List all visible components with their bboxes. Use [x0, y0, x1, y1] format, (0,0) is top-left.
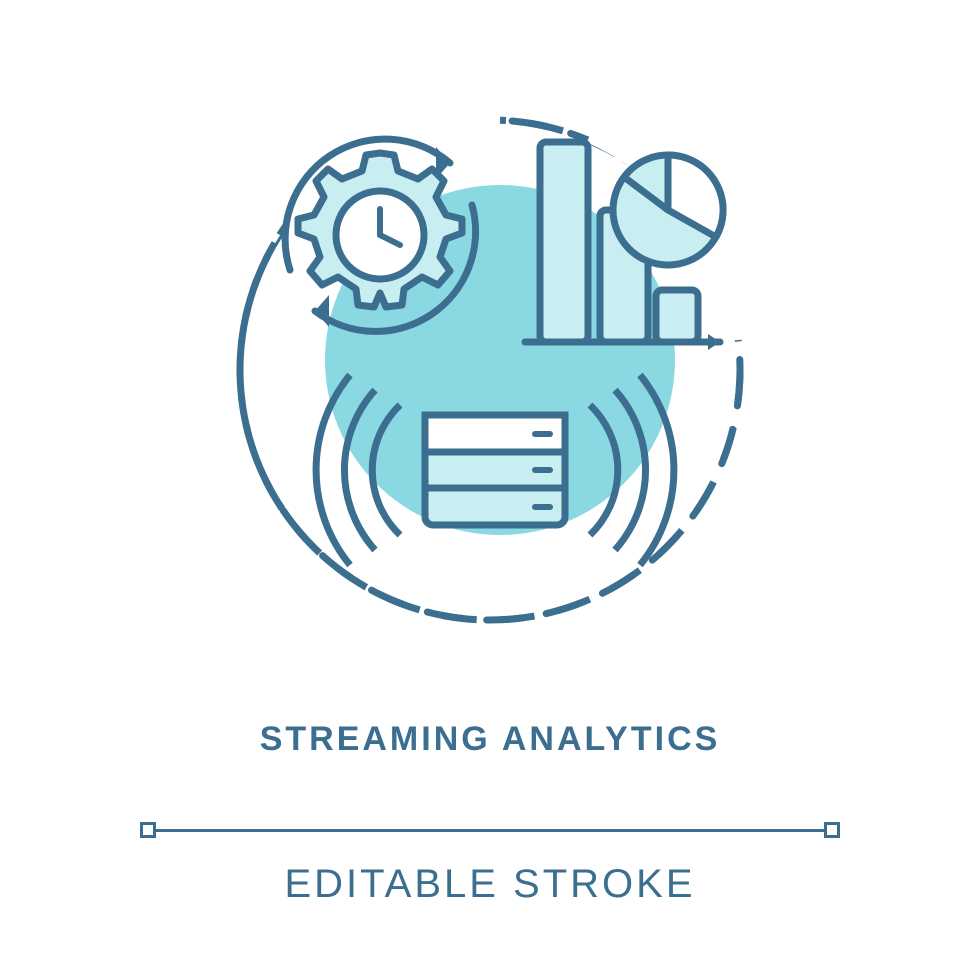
analytics-chart-icon [525, 142, 723, 350]
subtitle-text: EDITABLE STROKE [284, 862, 695, 907]
divider-endcap-right [824, 822, 840, 838]
divider [140, 820, 840, 840]
infographic-canvas: STREAMING ANALYTICS EDITABLE STROKE [0, 0, 980, 980]
divider-line [156, 829, 824, 832]
concept-icon [190, 60, 790, 660]
divider-endcap-left [140, 822, 156, 838]
title-text: STREAMING ANALYTICS [260, 720, 721, 759]
